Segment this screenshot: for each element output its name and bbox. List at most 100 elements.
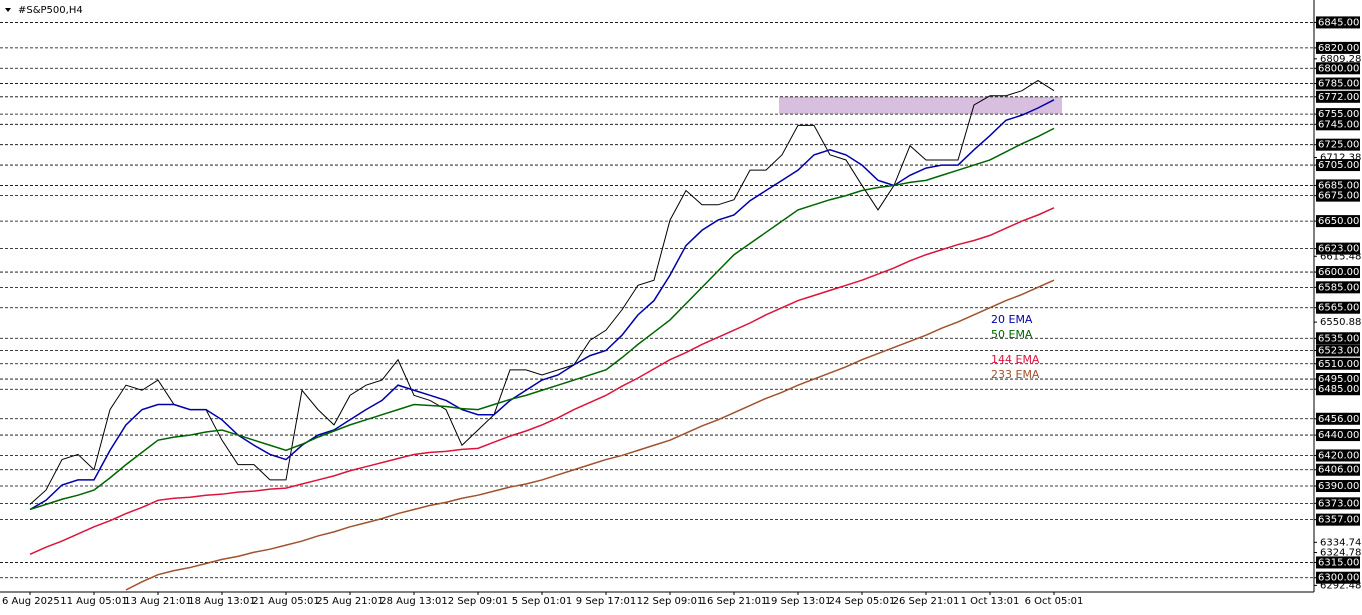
level-label: 6357.00 — [1318, 515, 1359, 526]
level-label-box — [1316, 179, 1360, 192]
level-label-box — [1316, 138, 1360, 151]
level-label-box — [1316, 497, 1360, 510]
level-label-box — [1316, 383, 1360, 396]
level-label: 6485.00 — [1318, 384, 1359, 395]
legend-label: 144 EMA — [991, 353, 1040, 366]
level-label: 6725.00 — [1318, 140, 1359, 151]
x-tick-label: 24 Sep 05:01 — [829, 596, 896, 607]
series-line — [29, 207, 1055, 555]
x-tick-label: 25 Aug 21:01 — [316, 596, 383, 607]
x-tick-label: 11 Aug 05:01 — [60, 596, 127, 607]
x-tick-label: 5 Sep 01:01 — [512, 596, 572, 607]
level-label: 6420.00 — [1318, 450, 1359, 461]
level-label: 6510.00 — [1318, 359, 1359, 370]
level-label: 6535.00 — [1318, 333, 1359, 344]
series-line — [29, 127, 1055, 511]
x-tick-label: 9 Sep 17:01 — [576, 596, 636, 607]
level-label-box — [1316, 571, 1360, 584]
zone-rect — [779, 96, 1062, 115]
level-label-box — [1316, 480, 1360, 493]
level-label: 6685.00 — [1318, 180, 1359, 191]
level-label: 6523.00 — [1318, 346, 1359, 357]
level-label-box — [1316, 449, 1360, 462]
level-label: 6650.00 — [1318, 216, 1359, 227]
level-label-box — [1316, 77, 1360, 90]
level-label: 6845.00 — [1318, 17, 1359, 28]
y-tick-label: 6550.88 — [1320, 317, 1361, 328]
zone-layer — [779, 96, 1062, 115]
y-tick-label: 6324.78 — [1320, 547, 1361, 558]
level-label-box — [1316, 463, 1360, 476]
x-tick-label: 6 Oct 05:01 — [1025, 596, 1084, 607]
level-label: 6755.00 — [1318, 109, 1359, 120]
x-tick-label: 18 Aug 13:01 — [188, 596, 255, 607]
level-label: 6772.00 — [1318, 92, 1359, 103]
x-tick-label: 16 Sep 21:01 — [701, 596, 768, 607]
level-label-box — [1316, 332, 1360, 345]
level-label: 6600.00 — [1318, 267, 1359, 278]
level-label-box — [1316, 412, 1360, 425]
level-label-box — [1316, 215, 1360, 228]
level-layer — [0, 22, 1314, 579]
level-label: 6456.00 — [1318, 414, 1359, 425]
level-label-box — [1316, 41, 1360, 54]
level-label: 6440.00 — [1318, 430, 1359, 441]
level-label: 6705.00 — [1318, 160, 1359, 171]
level-label: 6623.00 — [1318, 244, 1359, 255]
x-tick-label: 21 Aug 05:01 — [252, 596, 319, 607]
level-label: 6390.00 — [1318, 481, 1359, 492]
level-label: 6820.00 — [1318, 43, 1359, 54]
level-label-box — [1316, 556, 1360, 569]
level-label-box — [1316, 429, 1360, 442]
x-tick-label: 19 Sep 13:01 — [765, 596, 832, 607]
level-label-box — [1316, 189, 1360, 202]
y-tick-label: 6809.28 — [1320, 54, 1361, 65]
level-label-box — [1316, 281, 1360, 294]
level-label: 6565.00 — [1318, 303, 1359, 314]
level-label-box — [1316, 62, 1360, 75]
legend-label: 50 EMA — [991, 328, 1033, 341]
x-tick-label: 26 Sep 21:01 — [893, 596, 960, 607]
level-label-box — [1316, 16, 1360, 29]
level-label-box — [1316, 357, 1360, 370]
y-tick-label: 6334.74 — [1320, 537, 1361, 548]
level-label-box — [1316, 118, 1360, 131]
level-label: 6300.00 — [1318, 573, 1359, 584]
x-tick-label: 6 Aug 2025 — [2, 596, 60, 607]
level-label-box — [1316, 266, 1360, 279]
x-tick-label: 13 Aug 21:01 — [124, 596, 191, 607]
level-label: 6675.00 — [1318, 191, 1359, 202]
y-tick-label: 6712.38 — [1320, 153, 1361, 164]
series-line — [29, 99, 1055, 511]
title-arrow — [5, 8, 11, 12]
level-label: 6745.00 — [1318, 119, 1359, 130]
level-label-box — [1316, 301, 1360, 314]
level-label: 6585.00 — [1318, 282, 1359, 293]
level-label: 6800.00 — [1318, 63, 1359, 74]
level-label-box — [1316, 373, 1360, 386]
level-label-box — [1316, 159, 1360, 172]
y-tick-label: 6292.48 — [1320, 580, 1361, 591]
level-label: 6495.00 — [1318, 374, 1359, 385]
level-label-box — [1316, 108, 1360, 121]
level-label-box — [1316, 242, 1360, 255]
x-tick-label: 1 Oct 13:01 — [961, 596, 1020, 607]
y-tick-label: 6615.48 — [1320, 251, 1361, 262]
x-tick-label: 12 Sep 09:01 — [637, 596, 704, 607]
series-layer — [29, 79, 1055, 591]
chart-title: #S&P500,H4 — [18, 5, 83, 16]
legend-label: 20 EMA — [991, 313, 1033, 326]
series-line — [125, 279, 1055, 591]
level-label-box — [1316, 513, 1360, 526]
x-tick-label: 28 Aug 13:01 — [380, 596, 447, 607]
level-label: 6785.00 — [1318, 79, 1359, 90]
level-label: 6406.00 — [1318, 465, 1359, 476]
legend-label: 233 EMA — [991, 368, 1040, 381]
level-label: 6315.00 — [1318, 557, 1359, 568]
level-label-box — [1316, 344, 1360, 357]
x-tick-label: 2 Sep 09:01 — [448, 596, 508, 607]
level-label-box — [1316, 90, 1360, 103]
